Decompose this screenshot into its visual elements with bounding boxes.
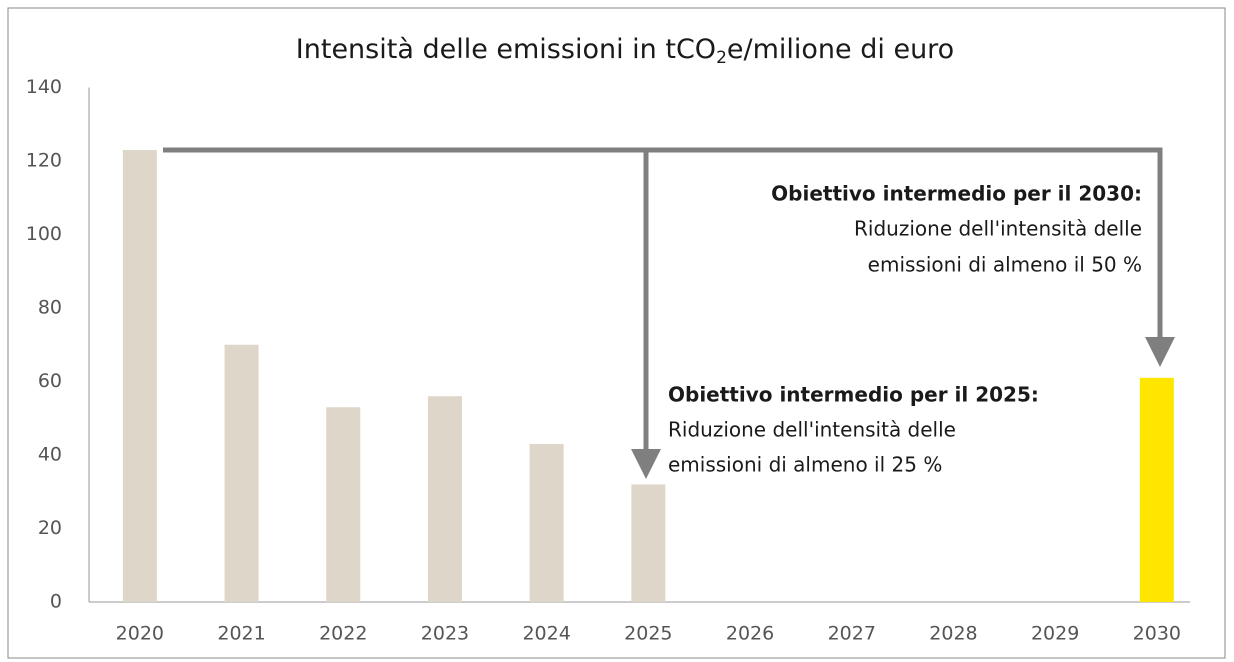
x-tick-label: 2020: [116, 623, 164, 645]
x-tick-label: 2028: [929, 623, 977, 645]
x-tick-label: 2029: [1031, 623, 1079, 645]
y-tick-label: 20: [38, 517, 62, 539]
y-tick-label: 120: [26, 150, 62, 172]
y-tick-label: 0: [50, 591, 62, 613]
annotation-title: Obiettivo intermedio per il 2030:: [771, 182, 1142, 206]
x-tick-label: 2024: [522, 623, 570, 645]
bar: [122, 149, 157, 602]
title-subscript: 2: [716, 48, 727, 68]
arrows: [163, 147, 1175, 479]
annotation-text: emissioni di almeno il 50 %: [868, 253, 1142, 277]
frame: [7, 7, 1226, 659]
arrow-2030: [163, 147, 1175, 367]
annotation-title: Obiettivo intermedio per il 2025:: [668, 383, 1039, 407]
bar: [326, 407, 361, 602]
bar: [1139, 377, 1174, 602]
x-tick-label: 2023: [421, 623, 469, 645]
bar: [631, 484, 666, 602]
title-part: Intensità delle emissioni in tCO: [296, 34, 716, 65]
bar: [224, 344, 259, 602]
bar: [427, 396, 462, 602]
x-tick-label: 2027: [828, 623, 876, 645]
y-tick-label: 100: [26, 223, 62, 245]
x-tick-label: 2022: [319, 623, 367, 645]
annotation-text: emissioni di almeno il 25 %: [668, 453, 942, 477]
bar: [529, 443, 564, 602]
annotation-text: Riduzione dell'intensità delle: [854, 217, 1142, 241]
x-tick-label: 2030: [1133, 623, 1181, 645]
annotation-text: Riduzione dell'intensità delle: [668, 418, 956, 442]
x-tick-label: 2026: [726, 623, 774, 645]
chart-title: Intensità delle emissioni in tCO2e/milio…: [296, 34, 954, 69]
y-tick-label: 140: [26, 76, 62, 98]
y-tick-label: 40: [38, 444, 62, 466]
title-part: e/milione di euro: [727, 34, 954, 65]
y-tick-label: 80: [38, 297, 62, 319]
x-tick-label: 2025: [624, 623, 672, 645]
x-tick-label: 2021: [217, 623, 265, 645]
y-tick-label: 60: [38, 370, 62, 392]
